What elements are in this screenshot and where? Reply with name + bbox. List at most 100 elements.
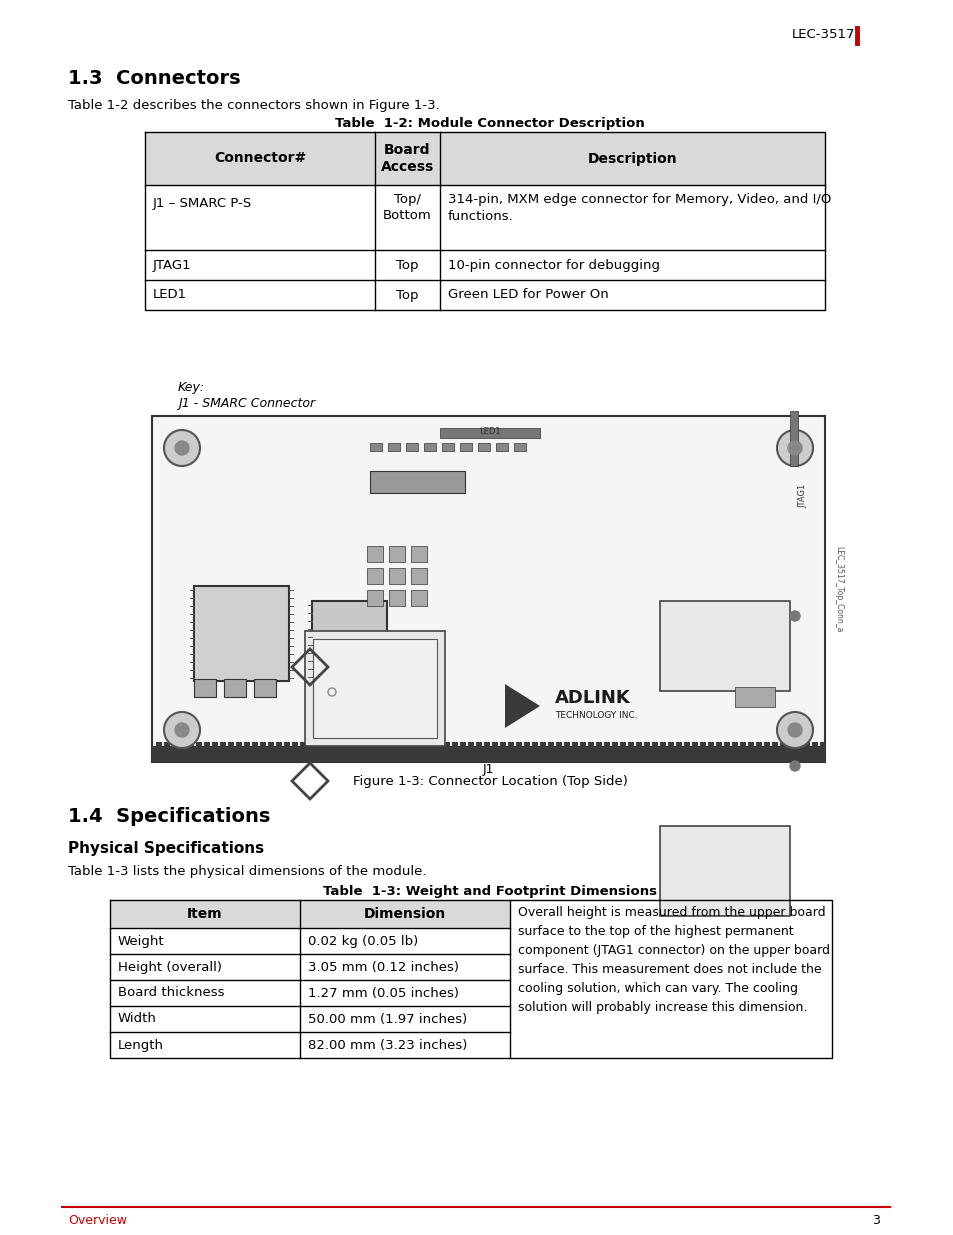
Bar	[308, 742, 314, 746]
Bar	[659, 601, 789, 692]
Text: 3: 3	[871, 1214, 879, 1226]
Bar	[299, 742, 306, 746]
Bar	[370, 471, 464, 493]
Text: Top/: Top/	[394, 193, 420, 206]
Circle shape	[174, 441, 189, 454]
Bar	[379, 742, 386, 746]
Bar	[395, 742, 401, 746]
Bar	[603, 742, 609, 746]
Bar	[406, 443, 417, 451]
Bar	[477, 443, 490, 451]
Bar	[747, 742, 753, 746]
Bar	[423, 443, 436, 451]
Text: LEC_3517_Top_Conn_a: LEC_3517_Top_Conn_a	[834, 546, 842, 632]
Text: ADLINK: ADLINK	[555, 689, 630, 706]
Bar	[315, 742, 322, 746]
Bar	[787, 742, 793, 746]
Bar	[516, 742, 521, 746]
Bar	[587, 742, 594, 746]
Text: J1 - SMARC Connector: J1 - SMARC Connector	[178, 398, 314, 410]
Bar	[755, 742, 761, 746]
Text: functions.: functions.	[448, 210, 514, 224]
Text: 314-pin, MXM edge connector for Memory, Video, and I/O: 314-pin, MXM edge connector for Memory, …	[448, 193, 830, 206]
Bar	[195, 742, 202, 746]
Bar	[212, 742, 218, 746]
Bar	[443, 742, 450, 746]
Bar	[734, 687, 774, 706]
Bar	[492, 742, 497, 746]
Bar	[572, 742, 578, 746]
Bar	[145, 132, 824, 185]
Bar	[700, 742, 705, 746]
Bar	[820, 742, 825, 746]
Bar	[389, 546, 405, 562]
Bar	[539, 742, 545, 746]
Bar	[364, 742, 370, 746]
Bar	[110, 900, 510, 927]
Text: Overall height is measured from the upper board
surface to the top of the highes: Overall height is measured from the uppe…	[517, 906, 829, 1014]
Text: JTAG1: JTAG1	[152, 258, 192, 272]
Bar	[496, 443, 507, 451]
Bar	[667, 742, 673, 746]
Text: 1.27 mm (0.05 inches): 1.27 mm (0.05 inches)	[308, 987, 458, 999]
Bar	[659, 742, 665, 746]
Text: 3.05 mm (0.12 inches): 3.05 mm (0.12 inches)	[308, 961, 458, 973]
Bar	[204, 742, 210, 746]
Bar	[740, 742, 745, 746]
Bar	[220, 742, 226, 746]
Bar	[579, 742, 585, 746]
Circle shape	[789, 611, 800, 621]
Text: 82.00 mm (3.23 inches): 82.00 mm (3.23 inches)	[308, 1039, 467, 1051]
Bar	[180, 742, 186, 746]
Text: Table  1-2: Module Connector Description: Table 1-2: Module Connector Description	[335, 117, 644, 131]
Bar	[367, 590, 382, 606]
Bar	[389, 568, 405, 584]
Bar	[292, 742, 297, 746]
Bar	[152, 746, 824, 762]
Bar	[412, 742, 417, 746]
Bar	[803, 742, 809, 746]
Bar	[811, 742, 817, 746]
Bar	[476, 742, 481, 746]
Text: Physical Specifications: Physical Specifications	[68, 841, 264, 856]
Bar	[459, 443, 472, 451]
Text: Table  1-3: Weight and Footprint Dimensions: Table 1-3: Weight and Footprint Dimensio…	[323, 885, 657, 899]
Circle shape	[164, 430, 200, 466]
Text: Figure 1-3: Connector Location (Top Side): Figure 1-3: Connector Location (Top Side…	[353, 776, 627, 788]
Text: TECHNOLOGY INC.: TECHNOLOGY INC.	[555, 711, 637, 720]
Text: 1.3  Connectors: 1.3 Connectors	[68, 68, 240, 88]
Circle shape	[776, 430, 812, 466]
Text: 10-pin connector for debugging: 10-pin connector for debugging	[448, 258, 659, 272]
Bar	[468, 742, 474, 746]
Bar	[596, 742, 601, 746]
Bar	[260, 742, 266, 746]
Bar	[193, 679, 215, 697]
Bar	[459, 742, 465, 746]
Text: Height (overall): Height (overall)	[118, 961, 222, 973]
Bar	[156, 742, 162, 746]
Bar	[499, 742, 505, 746]
Bar	[312, 601, 387, 676]
Text: Connector#: Connector#	[213, 152, 306, 165]
Text: Length: Length	[118, 1039, 164, 1051]
Polygon shape	[504, 684, 539, 727]
Bar	[367, 568, 382, 584]
Circle shape	[776, 713, 812, 748]
Bar	[659, 826, 789, 916]
Bar	[188, 742, 193, 746]
Text: Width: Width	[118, 1013, 156, 1025]
Bar	[152, 416, 824, 762]
Text: 50.00 mm (1.97 inches): 50.00 mm (1.97 inches)	[308, 1013, 467, 1025]
Bar	[411, 568, 427, 584]
Text: LED1: LED1	[478, 426, 500, 436]
Bar	[780, 742, 785, 746]
Bar	[514, 443, 525, 451]
Bar	[388, 443, 399, 451]
Bar	[436, 742, 441, 746]
Bar	[563, 742, 569, 746]
Text: 0.02 kg (0.05 lb): 0.02 kg (0.05 lb)	[308, 935, 417, 947]
Bar	[372, 742, 377, 746]
Bar	[332, 742, 337, 746]
Bar	[324, 742, 330, 746]
Bar	[389, 590, 405, 606]
